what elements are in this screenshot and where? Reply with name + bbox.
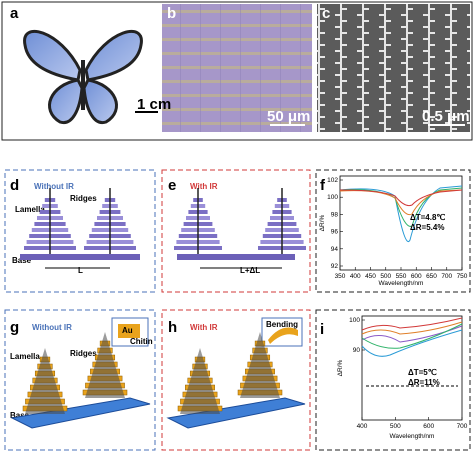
diagram-label: L+ΔL <box>240 266 260 275</box>
y-tick-label: 96 <box>331 229 339 236</box>
base <box>20 254 140 260</box>
x-tick-label: 400 <box>357 423 368 430</box>
panel-label: a <box>10 5 19 22</box>
plot-frame <box>361 315 463 421</box>
panel-label: h <box>168 319 177 336</box>
x-tick-label: 500 <box>390 423 401 430</box>
panel-frame <box>315 169 471 293</box>
diagram-label: Lamella <box>15 205 45 214</box>
ridge <box>85 332 125 398</box>
panel-frame <box>315 309 471 451</box>
panel-frame <box>161 309 311 451</box>
spectrum-curve <box>361 323 463 349</box>
spectrum-curve <box>339 185 463 242</box>
top-frame <box>1 1 473 141</box>
annotation: ΔR=11% <box>408 378 440 387</box>
panel-label: e <box>168 177 176 194</box>
y-tick-label: 102 <box>327 177 338 184</box>
ridge <box>25 348 65 414</box>
x-tick-label: 650 <box>426 273 437 280</box>
diagram-label: Base <box>10 411 30 420</box>
x-axis-label: Wavelength/nm <box>379 280 424 287</box>
spectrum-curve <box>339 189 463 207</box>
y-tick-label: 94 <box>331 246 339 253</box>
scale-photo <box>162 4 312 132</box>
y-axis-label: ΔR/% <box>337 359 344 376</box>
scale-text: 0.5 μm <box>422 108 470 125</box>
base <box>177 254 295 260</box>
ridge <box>180 348 220 414</box>
inset-block <box>268 327 298 344</box>
y-tick-label: 100 <box>327 194 338 201</box>
panel-label: i <box>320 321 324 338</box>
scale-text: 1 cm <box>137 96 171 113</box>
panel-title: Without IR <box>34 182 74 191</box>
x-tick-label: 700 <box>441 273 452 280</box>
x-tick-label: 400 <box>350 273 361 280</box>
x-tick-label: 450 <box>365 273 376 280</box>
x-tick-label: 550 <box>396 273 407 280</box>
panel-title: With IR <box>190 323 218 332</box>
panel-label: d <box>10 177 19 194</box>
base <box>10 397 151 429</box>
x-tick-label: 500 <box>380 273 391 280</box>
x-axis-label: Wavelength/nm <box>390 433 435 440</box>
spectrum-curve <box>361 329 463 357</box>
scale-text: 50 μm <box>267 108 310 125</box>
x-tick-label: 600 <box>411 273 422 280</box>
inset-label: Bending <box>266 320 298 329</box>
y-tick-label: 90 <box>353 347 361 354</box>
base <box>166 397 306 429</box>
diagram-label: Lamella <box>10 352 40 361</box>
inset-block <box>118 324 140 338</box>
butterfly-photo <box>23 29 158 125</box>
y-axis-label: ΔR/% <box>319 214 326 231</box>
inset-label: Au <box>122 326 133 335</box>
diagram-label: L <box>78 266 83 275</box>
x-tick-label: 600 <box>423 423 434 430</box>
y-tick-label: 100 <box>349 317 360 324</box>
diagram-label: Ridges <box>70 349 97 358</box>
x-tick-label: 350 <box>335 273 346 280</box>
panel-frame <box>161 169 311 293</box>
sem-photo <box>317 4 470 132</box>
x-tick-label: 700 <box>457 423 468 430</box>
spectrum-curve <box>361 321 463 335</box>
panel-label: c <box>322 5 330 22</box>
annotation: ΔT=4.8℃ <box>410 213 445 222</box>
ridge <box>240 332 280 398</box>
diagram-label: Base <box>12 256 32 265</box>
panel-title: Without IR <box>32 323 72 332</box>
panel-label: b <box>167 5 176 22</box>
annotation: ΔR=5.4% <box>410 223 444 232</box>
panel-frame <box>4 309 156 451</box>
y-tick-label: 98 <box>331 211 339 218</box>
diagram-label: Ridges <box>70 194 97 203</box>
panel-label: g <box>10 319 19 336</box>
annotation: ΔT=5℃ <box>408 368 437 377</box>
inset-label: Chitin <box>130 337 153 346</box>
panel-title: With IR <box>190 182 218 191</box>
y-tick-label: 92 <box>331 263 339 270</box>
panel-label: f <box>320 177 326 194</box>
panel-frame <box>4 169 156 293</box>
x-tick-label: 750 <box>457 273 468 280</box>
spectrum-curve <box>361 317 463 331</box>
